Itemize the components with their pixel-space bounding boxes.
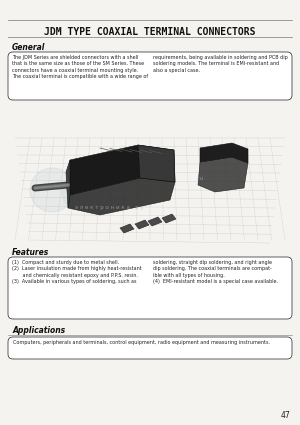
FancyBboxPatch shape bbox=[8, 257, 292, 319]
Polygon shape bbox=[138, 145, 175, 182]
Text: The JDM Series are shielded connectors with a shell
that is the same size as tho: The JDM Series are shielded connectors w… bbox=[12, 55, 148, 79]
Text: 47: 47 bbox=[280, 411, 290, 420]
Text: .ru: .ru bbox=[195, 176, 204, 181]
Text: (1)  Compact and sturdy due to metal shell.
(2)  Laser insulation made from high: (1) Compact and sturdy due to metal shel… bbox=[12, 260, 142, 284]
Text: JDM TYPE COAXIAL TERMINAL CONNECTORS: JDM TYPE COAXIAL TERMINAL CONNECTORS bbox=[44, 27, 256, 37]
Text: requirements, being available in soldering and PCB dip
soldering models. The ter: requirements, being available in solderi… bbox=[153, 55, 288, 73]
Polygon shape bbox=[200, 143, 248, 163]
Text: э л е к т р о н и к а . р у: э л е к т р о н и к а . р у bbox=[75, 204, 144, 210]
Text: Computers, peripherals and terminals, control equipment, radio equipment and mea: Computers, peripherals and terminals, co… bbox=[13, 340, 270, 345]
Text: Applications: Applications bbox=[12, 326, 65, 335]
Polygon shape bbox=[148, 217, 162, 226]
Text: General: General bbox=[12, 43, 45, 52]
FancyBboxPatch shape bbox=[8, 337, 292, 359]
Polygon shape bbox=[135, 220, 149, 229]
Text: soldering, straight dip soldering, and right angle
dip soldering. The coaxial te: soldering, straight dip soldering, and r… bbox=[153, 260, 278, 284]
Polygon shape bbox=[120, 224, 134, 233]
Polygon shape bbox=[198, 157, 248, 192]
Polygon shape bbox=[68, 178, 175, 215]
Circle shape bbox=[30, 168, 74, 212]
Polygon shape bbox=[162, 214, 176, 223]
Polygon shape bbox=[66, 160, 70, 208]
Circle shape bbox=[62, 177, 94, 209]
Polygon shape bbox=[70, 145, 175, 195]
FancyBboxPatch shape bbox=[8, 52, 292, 100]
Text: Features: Features bbox=[12, 248, 49, 257]
